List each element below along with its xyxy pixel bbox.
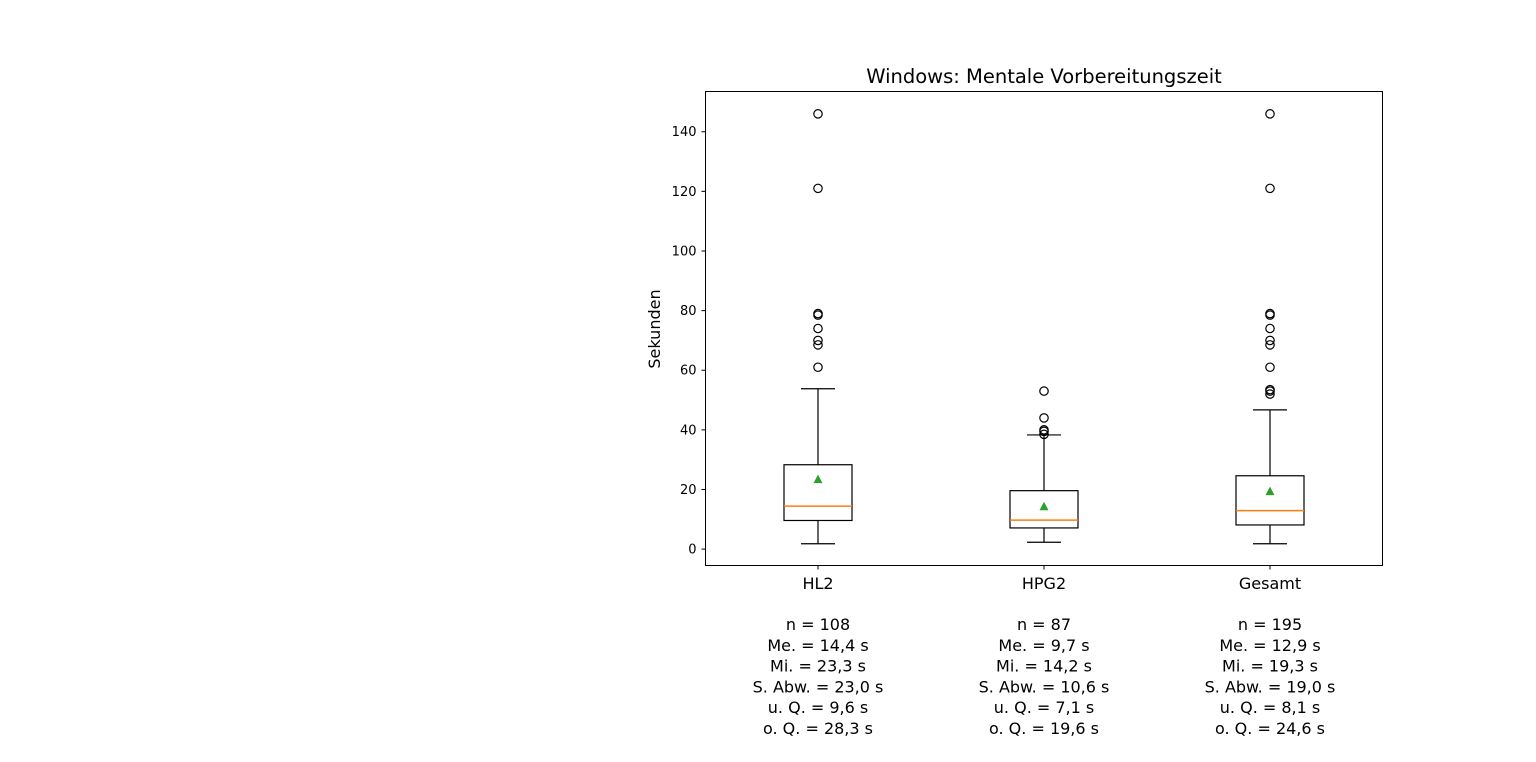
box-hl2	[783, 109, 853, 545]
stat-line: Mi. = 14,2 s	[996, 657, 1092, 676]
stat-line: S. Abw. = 19,0 s	[1205, 677, 1336, 696]
stat-line: u. Q. = 9,6 s	[768, 698, 868, 717]
chart-title: Windows: Mentale Vorbereitungszeit	[866, 65, 1222, 88]
x-tick-label: Gesamt	[1239, 574, 1301, 593]
mean-marker	[813, 474, 823, 484]
y-tick-label: 40	[680, 423, 697, 438]
stat-line: o. Q. = 28,3 s	[763, 719, 873, 738]
outlier-point	[813, 308, 823, 319]
stat-line: n = 108	[786, 615, 850, 634]
stat-line: o. Q. = 24,6 s	[1215, 719, 1325, 738]
stat-line: Mi. = 23,3 s	[770, 657, 866, 676]
mean-marker	[1039, 501, 1049, 511]
y-axis-label: Sekunden	[645, 289, 664, 368]
stat-line: S. Abw. = 10,6 s	[979, 677, 1110, 696]
outlier-point	[1039, 386, 1049, 396]
stat-line: Me. = 14,4 s	[767, 636, 868, 655]
outlier-point	[813, 362, 823, 373]
stat-line: Me. = 9,7 s	[998, 636, 1089, 655]
outlier-point	[1265, 335, 1275, 346]
y-tick-label: 100	[672, 244, 697, 259]
boxes-layer	[783, 109, 1305, 545]
outlier-point	[1265, 308, 1275, 319]
box-hpg2	[1009, 386, 1079, 543]
y-tick-label: 20	[680, 483, 697, 498]
y-tick-label: 140	[672, 125, 697, 140]
stat-line: o. Q. = 19,6 s	[989, 719, 1099, 738]
mean-marker	[1265, 486, 1275, 496]
stat-line: u. Q. = 8,1 s	[1220, 698, 1320, 717]
plot-frame	[705, 91, 1383, 566]
stat-line: S. Abw. = 23,0 s	[753, 677, 884, 696]
outlier-point	[1265, 183, 1275, 194]
outlier-point	[813, 335, 823, 346]
outlier-point	[813, 340, 823, 350]
outlier-point	[1039, 425, 1049, 435]
y-tick-label: 80	[680, 304, 697, 319]
x-axis-tick-labels: HL2 HPG2 Gesamt	[802, 565, 1301, 593]
outlier-point	[1265, 323, 1275, 334]
iqr-box	[1235, 475, 1305, 526]
outlier-point	[1265, 340, 1275, 350]
stat-line: n = 87	[1017, 615, 1071, 634]
outlier-point	[1039, 413, 1049, 423]
box-gesamt	[1235, 109, 1305, 545]
x-tick-label: HL2	[802, 574, 833, 593]
outlier-point	[1265, 384, 1275, 395]
x-tick-label: HPG2	[1022, 574, 1066, 593]
outlier-point	[813, 109, 823, 119]
iqr-box	[783, 464, 853, 522]
outlier-point	[1265, 109, 1275, 119]
outlier-point	[813, 323, 823, 334]
y-tick-label: 0	[688, 543, 696, 558]
stat-line: u. Q. = 7,1 s	[994, 698, 1094, 717]
stat-line: n = 195	[1238, 615, 1302, 634]
outlier-point	[1265, 362, 1275, 373]
outlier-point	[813, 183, 823, 194]
outlier-point	[1265, 389, 1275, 399]
stat-line: Me. = 12,9 s	[1219, 636, 1320, 655]
outlier-point	[1039, 429, 1049, 440]
y-tick-label: 120	[672, 185, 697, 200]
y-tick-label: 60	[680, 364, 697, 379]
stat-line: Mi. = 19,3 s	[1222, 657, 1318, 676]
y-axis-ticks: 0 20 40 60 80 100 120 140	[672, 125, 706, 558]
